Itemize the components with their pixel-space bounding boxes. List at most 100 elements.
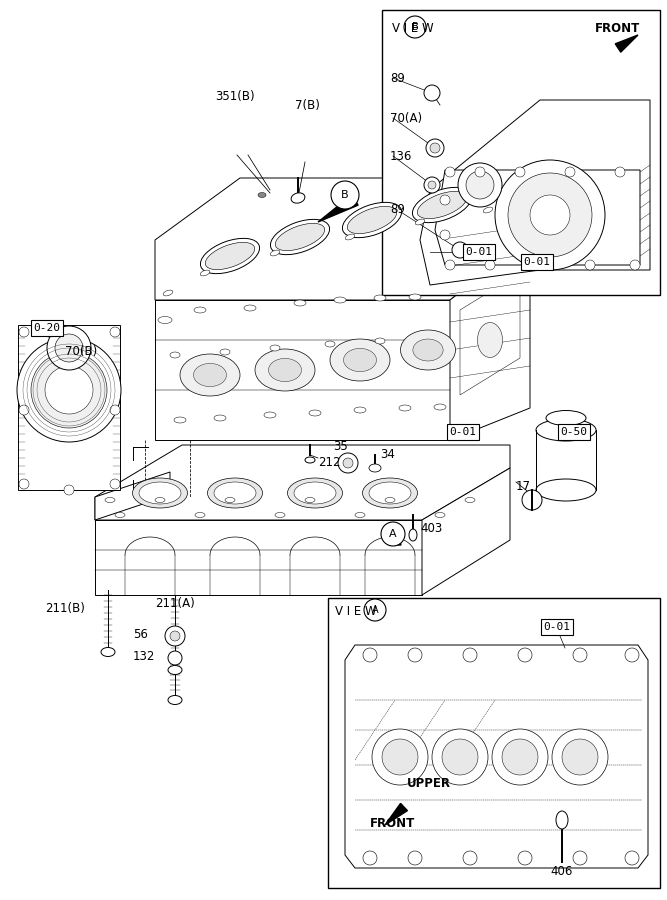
Ellipse shape bbox=[270, 220, 329, 255]
Ellipse shape bbox=[344, 348, 376, 372]
Ellipse shape bbox=[168, 696, 182, 705]
Ellipse shape bbox=[478, 322, 502, 357]
Circle shape bbox=[485, 260, 495, 270]
Circle shape bbox=[442, 739, 478, 775]
Ellipse shape bbox=[409, 529, 417, 541]
Circle shape bbox=[530, 195, 570, 235]
Ellipse shape bbox=[225, 498, 235, 502]
Circle shape bbox=[625, 648, 639, 662]
Ellipse shape bbox=[354, 407, 366, 413]
Ellipse shape bbox=[275, 512, 285, 517]
Circle shape bbox=[47, 326, 91, 370]
Circle shape bbox=[475, 167, 485, 177]
Circle shape bbox=[492, 729, 548, 785]
Ellipse shape bbox=[194, 307, 206, 313]
Circle shape bbox=[518, 648, 532, 662]
Circle shape bbox=[45, 366, 93, 414]
Polygon shape bbox=[420, 100, 650, 285]
Circle shape bbox=[508, 173, 592, 257]
Ellipse shape bbox=[258, 193, 266, 197]
Text: A: A bbox=[372, 605, 378, 615]
Circle shape bbox=[515, 167, 525, 177]
Circle shape bbox=[585, 260, 595, 270]
Polygon shape bbox=[95, 520, 422, 595]
Circle shape bbox=[463, 648, 477, 662]
Ellipse shape bbox=[139, 482, 181, 504]
Circle shape bbox=[573, 851, 587, 865]
Ellipse shape bbox=[291, 193, 305, 203]
Ellipse shape bbox=[334, 297, 346, 303]
Text: 89: 89 bbox=[390, 203, 405, 216]
Circle shape bbox=[562, 739, 598, 775]
Text: 406: 406 bbox=[551, 865, 573, 878]
Ellipse shape bbox=[546, 410, 586, 426]
Circle shape bbox=[463, 851, 477, 865]
Ellipse shape bbox=[515, 225, 525, 231]
Circle shape bbox=[495, 160, 605, 270]
Circle shape bbox=[445, 260, 455, 270]
Ellipse shape bbox=[399, 405, 411, 411]
Ellipse shape bbox=[346, 234, 355, 240]
Text: 0-20: 0-20 bbox=[33, 323, 61, 333]
Circle shape bbox=[382, 739, 418, 775]
Circle shape bbox=[466, 171, 494, 199]
Circle shape bbox=[331, 181, 359, 209]
Ellipse shape bbox=[168, 651, 182, 665]
Ellipse shape bbox=[158, 317, 172, 323]
Text: 0-01: 0-01 bbox=[466, 247, 492, 257]
Text: 211(A): 211(A) bbox=[155, 597, 195, 610]
Ellipse shape bbox=[418, 192, 467, 219]
Ellipse shape bbox=[362, 478, 418, 508]
Text: A: A bbox=[389, 529, 397, 539]
Ellipse shape bbox=[105, 498, 115, 502]
Text: 34: 34 bbox=[380, 448, 395, 462]
Circle shape bbox=[381, 522, 405, 546]
Ellipse shape bbox=[369, 464, 381, 472]
Ellipse shape bbox=[375, 338, 385, 344]
Ellipse shape bbox=[133, 478, 187, 508]
Polygon shape bbox=[536, 430, 596, 490]
Text: 17: 17 bbox=[516, 481, 531, 493]
Polygon shape bbox=[389, 525, 401, 545]
Polygon shape bbox=[18, 325, 120, 490]
Circle shape bbox=[338, 453, 358, 473]
Ellipse shape bbox=[385, 498, 395, 502]
Circle shape bbox=[535, 260, 545, 270]
Polygon shape bbox=[450, 238, 530, 440]
Ellipse shape bbox=[434, 404, 446, 410]
Ellipse shape bbox=[200, 238, 259, 274]
Circle shape bbox=[428, 181, 436, 189]
Text: B: B bbox=[412, 22, 418, 32]
Circle shape bbox=[565, 167, 575, 177]
Text: V I E W: V I E W bbox=[392, 22, 434, 35]
Polygon shape bbox=[155, 300, 450, 440]
Circle shape bbox=[426, 139, 444, 157]
Ellipse shape bbox=[170, 352, 180, 358]
Ellipse shape bbox=[264, 412, 276, 418]
Ellipse shape bbox=[413, 339, 443, 361]
Circle shape bbox=[110, 327, 120, 337]
Circle shape bbox=[110, 479, 120, 489]
Circle shape bbox=[404, 16, 426, 38]
Ellipse shape bbox=[200, 270, 210, 276]
Ellipse shape bbox=[305, 457, 315, 463]
Text: 212: 212 bbox=[318, 455, 340, 469]
Circle shape bbox=[630, 260, 640, 270]
Circle shape bbox=[432, 729, 488, 785]
Ellipse shape bbox=[536, 419, 596, 441]
Ellipse shape bbox=[294, 482, 336, 504]
Text: 403: 403 bbox=[420, 521, 442, 535]
Circle shape bbox=[19, 479, 29, 489]
Circle shape bbox=[110, 405, 120, 415]
Ellipse shape bbox=[305, 498, 315, 502]
Circle shape bbox=[363, 648, 377, 662]
Circle shape bbox=[19, 405, 29, 415]
Text: 0-50: 0-50 bbox=[560, 427, 588, 437]
Ellipse shape bbox=[207, 478, 263, 508]
Circle shape bbox=[615, 167, 625, 177]
Ellipse shape bbox=[369, 482, 411, 504]
Ellipse shape bbox=[275, 223, 325, 250]
Circle shape bbox=[408, 648, 422, 662]
Ellipse shape bbox=[214, 415, 226, 421]
Ellipse shape bbox=[309, 410, 321, 416]
